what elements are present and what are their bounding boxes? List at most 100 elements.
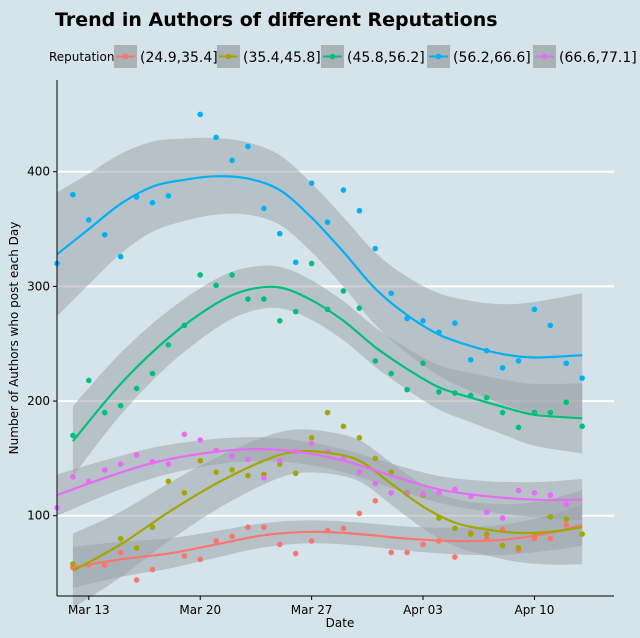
data-point [117,253,124,260]
data-point [117,535,124,542]
data-point [149,566,156,573]
legend-entry: (56.2,66.6] [427,45,531,68]
trend-line-4 [56,448,583,502]
data-point [165,478,172,485]
data-point [197,556,204,563]
confidence-band-3 [57,137,583,418]
data-point [372,358,379,364]
data-point [261,296,267,302]
data-point [356,305,363,311]
data-point [452,486,458,493]
data-point [340,288,347,294]
data-point [563,501,570,508]
y-tick-label: 400 [27,165,50,179]
legend-key-point [541,53,548,60]
data-point [356,207,363,214]
data-point [340,187,347,193]
data-point [452,320,458,326]
data-point [547,535,554,542]
data-point [372,245,379,252]
data-point [101,232,108,238]
data-point [133,545,140,551]
data-point [197,111,204,118]
legend: Reputation (24.9,35.4] (35.4,45.8] (45.8,5… [49,45,637,68]
legend-label: (56.2,66.6] [453,50,531,66]
data-point [579,423,585,430]
data-point [213,134,219,141]
legend-key-point [225,53,232,60]
x-tick-label: Mar 27 [291,603,333,617]
data-point [547,514,554,520]
y-axis-label: Number of Authors who post each Day [7,222,21,455]
legend-entry: (45.8,56.2] [321,45,425,68]
data-point [101,467,108,473]
data-point [292,259,299,266]
data-point [117,461,124,467]
data-point [356,510,363,517]
legend-entry: (35.4,45.8] [217,45,321,68]
data-point [499,515,506,521]
data-point [261,524,267,530]
data-point [324,409,331,416]
data-point [388,290,395,297]
data-point [515,424,522,431]
data-point [149,370,156,377]
data-point [245,456,251,463]
x-axis-label: Date [326,616,355,630]
data-point [436,490,442,496]
x-tick-label: Mar 20 [179,603,221,617]
data-point [70,561,76,567]
data-point [499,365,506,371]
data-point [388,490,395,496]
data-point [467,531,474,537]
legend-label: (66.6,77.1] [559,50,637,66]
data-point [181,431,188,438]
data-point [563,516,570,522]
y-tick-label: 300 [27,279,50,293]
data-point [420,360,426,367]
y-axis-ticks: 100 200 300 400 [27,165,57,523]
data-point [149,524,156,530]
data-point [483,509,490,516]
data-point [245,143,251,150]
data-point [308,434,315,441]
data-point [277,457,283,464]
data-point [563,522,570,528]
data-point [467,356,474,363]
legend-label: (35.4,45.8] [243,50,321,66]
data-point [388,549,395,556]
x-tick-label: Mar 13 [68,603,110,617]
data-point [277,541,283,548]
legend-entry: (24.9,35.4] [114,45,218,68]
data-point [229,533,235,540]
legend-key-point [435,53,442,60]
data-point [324,219,331,225]
confidence-band-1 [72,429,583,608]
data-point [499,542,506,549]
data-point [563,360,570,367]
data-point [70,191,76,198]
data-point [483,394,490,401]
trend-lines [56,175,583,572]
data-point [292,308,299,315]
data-point [181,553,188,559]
data-point [101,562,108,568]
data-point [388,370,395,377]
data-point [245,524,251,530]
data-point [165,342,172,348]
data-point [404,386,410,393]
legend-entry: (66.6,77.1] [533,45,637,68]
legend-key-point [122,53,129,60]
x-tick-label: Apr 10 [515,603,555,617]
plot-area [54,111,614,608]
data-point [420,541,426,548]
x-tick-label: Apr 03 [403,603,443,617]
data-point [213,469,219,475]
data-point [133,452,140,458]
data-point [101,409,108,416]
data-point [436,389,442,395]
data-point [261,475,267,481]
trend-line-0 [72,523,583,569]
data-point [356,469,363,475]
